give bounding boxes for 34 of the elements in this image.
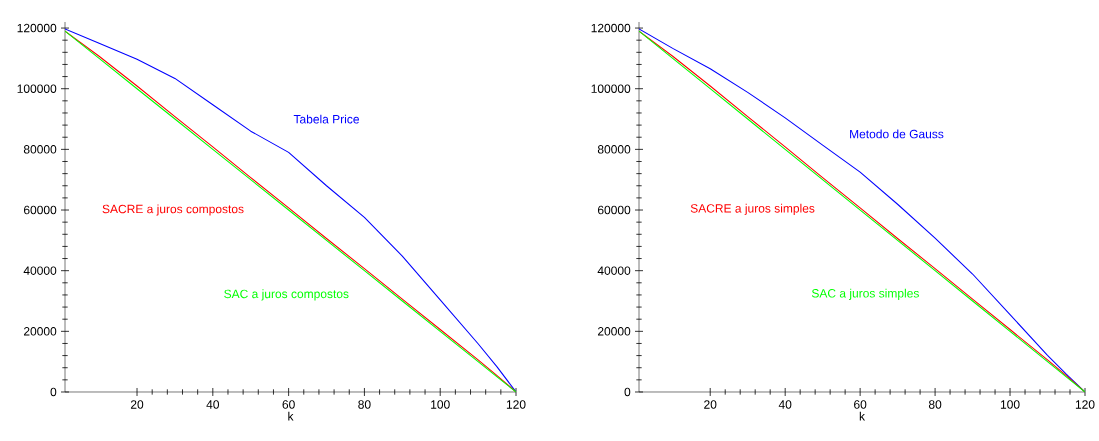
y-tick-label: 80000 (597, 145, 631, 154)
y-tick-label: 20000 (23, 327, 57, 336)
y-tick-label: 120000 (17, 23, 57, 33)
x-tick-label: 80 (358, 400, 371, 409)
x-axis-title: k (288, 411, 294, 421)
x-tick-label: 60 (854, 400, 867, 409)
x-tick-label: 40 (206, 400, 220, 409)
y-tick-label: 0 (50, 387, 57, 397)
y-tick-label: 80000 (23, 145, 57, 154)
text: SAC a juros simples (811, 288, 919, 300)
x-tick-label: 120 (506, 400, 526, 409)
y-tick-label: 100000 (17, 84, 57, 93)
series-label: Metodo de Gauss (850, 129, 944, 139)
y-tick-label: 40000 (597, 266, 631, 275)
x-tick-label: 40 (778, 400, 792, 409)
y-tick-label: 120000 (591, 23, 631, 33)
x-tick-label: 20 (130, 400, 144, 409)
x-axis-title: k (859, 411, 866, 421)
text: Tabela Price (293, 114, 359, 124)
x-tick-label: 60 (282, 400, 295, 409)
y-tick-label: 40000 (23, 266, 57, 275)
x-tick-label: 120 (1075, 400, 1095, 409)
x-tick-label: 20 (704, 400, 717, 409)
y-tick-label: 100000 (591, 84, 631, 93)
y-tick-label: 20000 (597, 327, 631, 336)
text: SACRE a juros simples (690, 203, 815, 215)
x-tick-label: 100 (431, 400, 450, 409)
x-tick-label: 80 (928, 400, 942, 409)
text: SAC a juros compostos (224, 289, 349, 301)
y-tick-label: 0 (624, 387, 631, 397)
y-tick-label: 60000 (23, 205, 57, 215)
y-tick-label: 60000 (597, 205, 631, 215)
text: SACRE a juros compostos (102, 204, 244, 216)
x-tick-label: 100 (1000, 400, 1020, 409)
